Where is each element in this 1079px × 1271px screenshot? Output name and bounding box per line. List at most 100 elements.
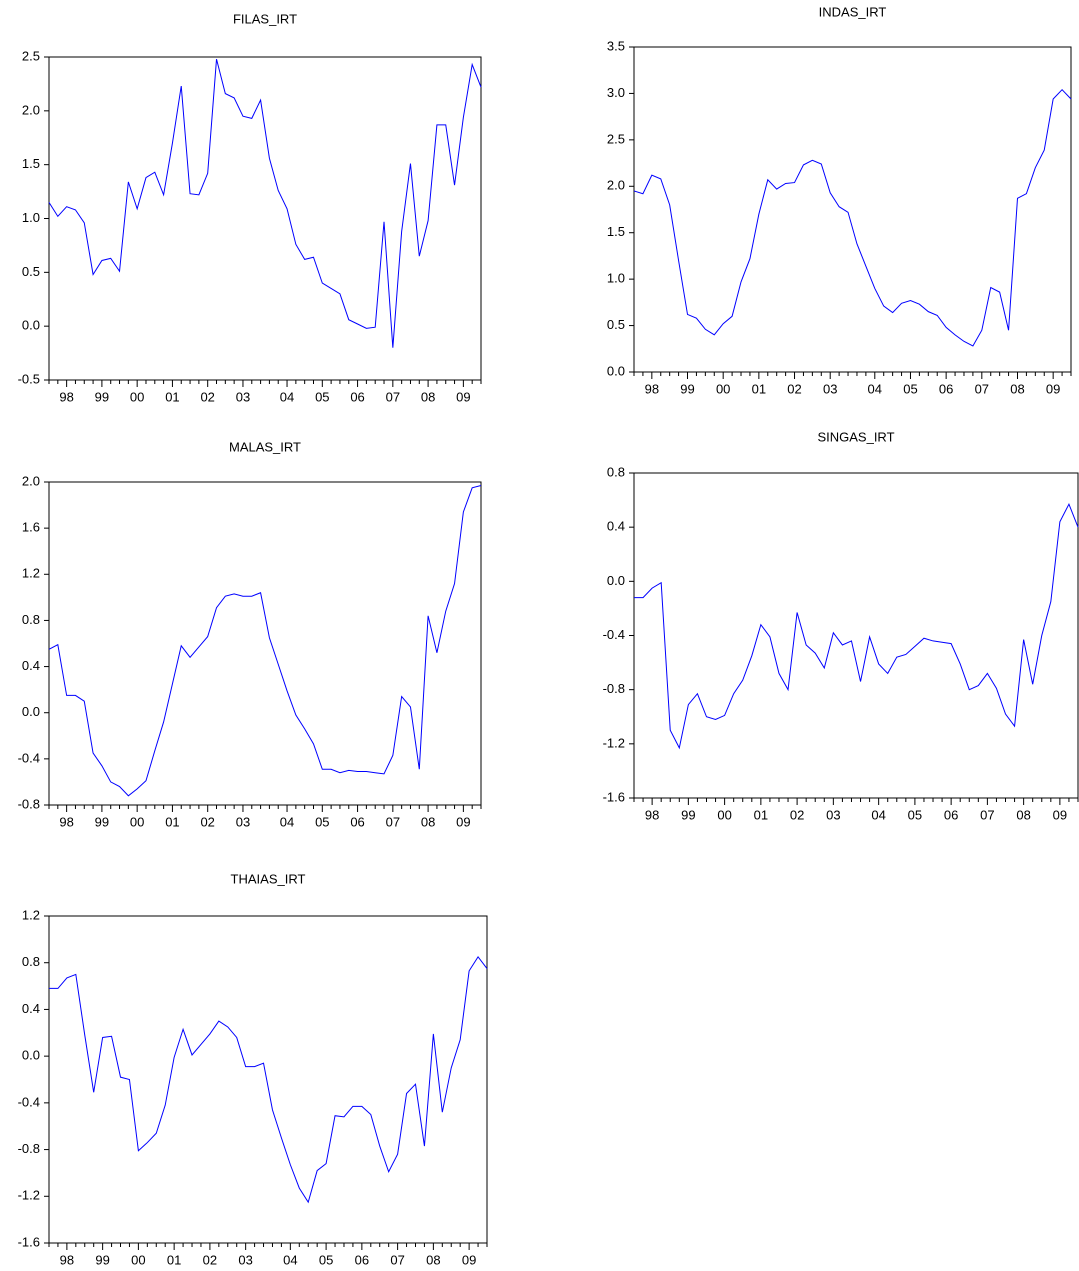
x-tick-label: 01: [754, 807, 768, 822]
x-tick-label: 03: [823, 381, 837, 396]
x-tick-label: 07: [980, 807, 994, 822]
y-tick-label: -0.4: [603, 627, 625, 642]
x-tick-label: 06: [350, 389, 364, 404]
x-tick-label: 98: [60, 1252, 74, 1267]
x-tick-label: 08: [421, 814, 435, 829]
x-tick-label: 99: [680, 381, 694, 396]
x-tick-label: 99: [95, 1252, 109, 1267]
y-tick-label: 0.5: [607, 317, 625, 332]
x-tick-label: 99: [95, 814, 109, 829]
x-tick-label: 04: [871, 807, 885, 822]
y-tick-label: 0.0: [22, 318, 40, 333]
y-tick-label: -0.8: [603, 681, 625, 696]
x-tick-label: 09: [1046, 381, 1060, 396]
data-line: [49, 957, 487, 1202]
x-tick-label: 98: [645, 381, 659, 396]
x-tick-label: 00: [717, 807, 731, 822]
chart-title: MALAS_IRT: [229, 439, 301, 454]
x-tick-label: 00: [131, 1252, 145, 1267]
y-tick-label: 1.0: [607, 271, 625, 286]
y-tick-label: 1.0: [22, 210, 40, 225]
x-tick-label: 02: [790, 807, 804, 822]
x-tick-label: 01: [165, 389, 179, 404]
x-tick-label: 05: [315, 389, 329, 404]
chart-title: FILAS_IRT: [233, 11, 297, 26]
y-tick-label: 2.0: [22, 473, 40, 488]
x-tick-label: 05: [315, 814, 329, 829]
x-tick-label: 09: [462, 1252, 476, 1267]
x-tick-label: 05: [908, 807, 922, 822]
y-tick-label: 0.0: [607, 573, 625, 588]
x-tick-label: 00: [716, 381, 730, 396]
x-tick-label: 04: [868, 381, 882, 396]
plot-frame: [49, 916, 487, 1243]
y-tick-label: 0.8: [22, 954, 40, 969]
y-tick-label: 3.5: [607, 38, 625, 53]
y-tick-label: 2.0: [607, 178, 625, 193]
y-tick-label: 0.5: [22, 264, 40, 279]
y-tick-label: -0.8: [18, 1141, 40, 1156]
chart-title: SINGAS_IRT: [817, 429, 894, 444]
data-line: [49, 59, 481, 348]
x-tick-label: 08: [421, 389, 435, 404]
y-tick-label: 0.8: [607, 464, 625, 479]
data-line: [49, 485, 481, 795]
chart-title: THAIAS_IRT: [231, 871, 306, 886]
plot-frame: [634, 473, 1078, 798]
x-tick-label: 09: [1053, 807, 1067, 822]
chart-title: INDAS_IRT: [819, 4, 887, 19]
x-tick-label: 07: [975, 381, 989, 396]
x-tick-label: 01: [752, 381, 766, 396]
y-tick-label: -0.4: [18, 750, 40, 765]
y-tick-label: 1.2: [22, 907, 40, 922]
x-tick-label: 02: [200, 389, 214, 404]
y-tick-label: -1.6: [603, 789, 625, 804]
x-tick-label: 99: [95, 389, 109, 404]
x-tick-label: 06: [355, 1252, 369, 1267]
y-tick-label: -1.2: [18, 1188, 40, 1203]
data-line: [634, 504, 1078, 748]
y-tick-label: 0.0: [22, 1048, 40, 1063]
plot-frame: [49, 482, 481, 805]
x-tick-label: 04: [280, 814, 294, 829]
x-tick-label: 06: [944, 807, 958, 822]
y-tick-label: 0.0: [22, 704, 40, 719]
x-tick-label: 98: [59, 814, 73, 829]
x-tick-label: 03: [236, 389, 250, 404]
x-tick-label: 08: [1010, 381, 1024, 396]
plot-frame: [634, 47, 1071, 372]
x-tick-label: 02: [203, 1252, 217, 1267]
y-tick-label: 2.5: [607, 131, 625, 146]
x-tick-label: 98: [645, 807, 659, 822]
x-tick-label: 07: [390, 1252, 404, 1267]
y-tick-label: 1.2: [22, 566, 40, 581]
x-tick-label: 06: [939, 381, 953, 396]
y-tick-label: -0.4: [18, 1094, 40, 1109]
x-tick-label: 03: [238, 1252, 252, 1267]
x-tick-label: 02: [200, 814, 214, 829]
y-tick-label: 0.4: [607, 519, 625, 534]
x-tick-label: 98: [59, 389, 73, 404]
y-tick-label: 1.5: [607, 224, 625, 239]
x-tick-label: 06: [350, 814, 364, 829]
y-tick-label: 0.4: [22, 1001, 40, 1016]
x-tick-label: 08: [1016, 807, 1030, 822]
y-tick-label: 0.4: [22, 658, 40, 673]
y-tick-label: 1.6: [22, 520, 40, 535]
y-tick-label: -0.8: [18, 796, 40, 811]
data-line: [634, 90, 1071, 346]
y-tick-label: 1.5: [22, 156, 40, 171]
x-tick-label: 04: [283, 1252, 297, 1267]
x-tick-label: 05: [903, 381, 917, 396]
x-tick-label: 03: [826, 807, 840, 822]
x-tick-label: 07: [386, 814, 400, 829]
x-tick-label: 09: [456, 389, 470, 404]
y-tick-label: 2.0: [22, 102, 40, 117]
x-tick-label: 01: [165, 814, 179, 829]
y-tick-label: -1.6: [18, 1234, 40, 1249]
x-tick-label: 99: [681, 807, 695, 822]
x-tick-label: 00: [130, 389, 144, 404]
x-tick-label: 04: [280, 389, 294, 404]
x-tick-label: 02: [787, 381, 801, 396]
x-tick-label: 07: [386, 389, 400, 404]
